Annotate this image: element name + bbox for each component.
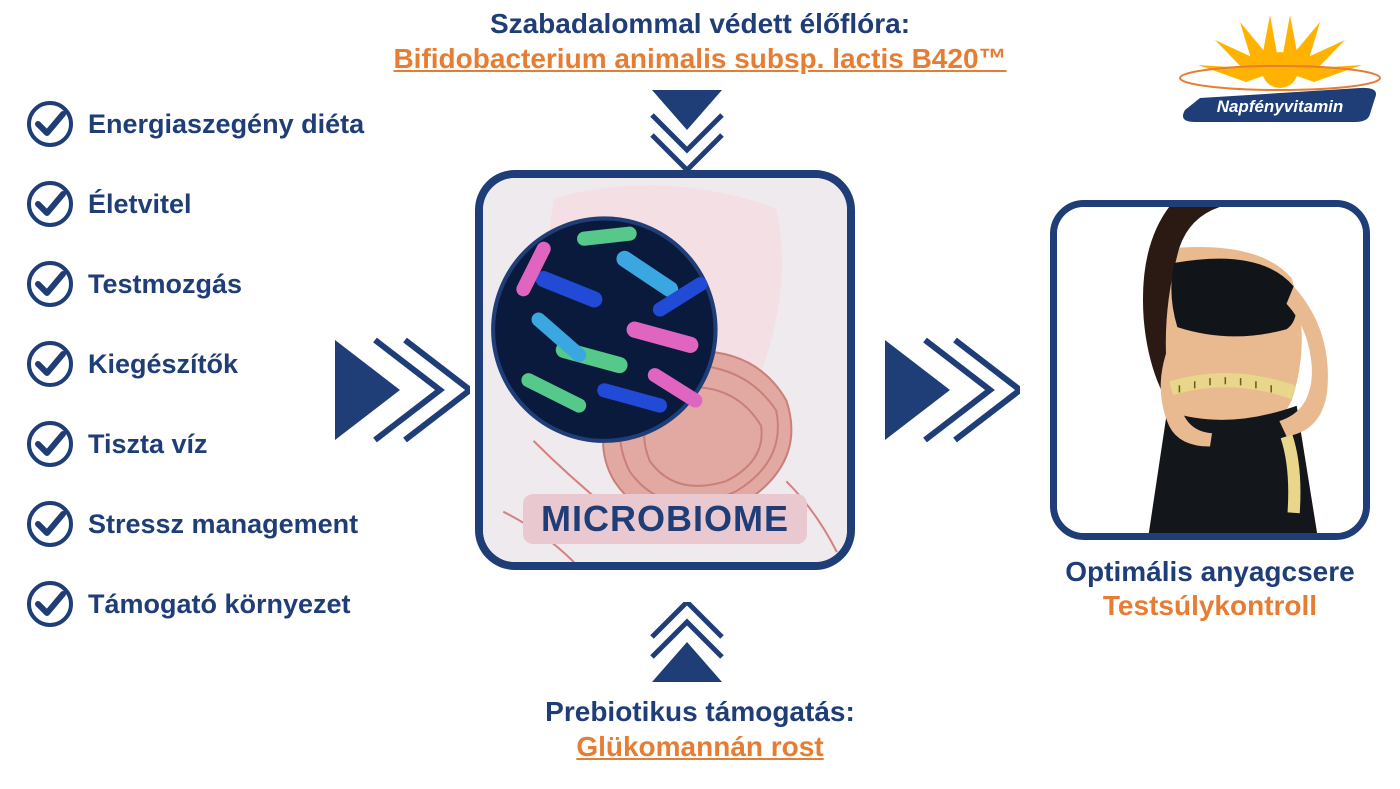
checklist-item-label: Testmozgás (88, 269, 242, 300)
checklist-item: Stressz management (26, 500, 406, 548)
checklist-item-label: Kiegészítők (88, 349, 238, 380)
checklist-item: Támogató környezet (26, 580, 406, 628)
checkmark-circle-icon (26, 420, 74, 468)
checkmark-circle-icon (26, 580, 74, 628)
result-caption: Optimális anyagcsere Testsúlykontroll (1030, 555, 1390, 622)
checklist-item-label: Stressz management (88, 509, 358, 540)
brand-ribbon: Napfényvitamin (1183, 88, 1376, 122)
result-line1: Optimális anyagcsere (1030, 555, 1390, 589)
checkmark-circle-icon (26, 340, 74, 388)
checkmark-circle-icon (26, 500, 74, 548)
arrow-up-icon (647, 602, 727, 692)
sun-rays-icon (1180, 15, 1380, 90)
microbiome-label-text: MICROBIOME (541, 498, 789, 539)
bottom-heading-line1: Prebiotikus támogatás: (0, 694, 1400, 729)
brand-logo-svg: Napfényvitamin (1170, 10, 1390, 130)
microbiome-label: MICROBIOME (523, 494, 807, 544)
checklist-item-label: Életvitel (88, 189, 192, 220)
bottom-heading: Prebiotikus támogatás: Glükomannán rost (0, 694, 1400, 764)
arrow-right-to-center-icon (330, 330, 470, 455)
checklist-item: Testmozgás (26, 260, 406, 308)
checkmark-circle-icon (26, 180, 74, 228)
microbiome-card: MICROBIOME (475, 170, 855, 570)
arrow-down-icon (647, 85, 727, 175)
result-card (1050, 200, 1370, 540)
arrow-right-to-result-icon (880, 330, 1020, 455)
checklist-item-label: Energiaszegény diéta (88, 109, 364, 140)
checklist-item: Életvitel (26, 180, 406, 228)
checklist-item: Energiaszegény diéta (26, 100, 406, 148)
result-illustration (1057, 207, 1363, 533)
checkmark-circle-icon (26, 260, 74, 308)
result-line2: Testsúlykontroll (1030, 589, 1390, 623)
brand-logo: Napfényvitamin (1170, 10, 1390, 135)
checkmark-circle-icon (26, 100, 74, 148)
checklist-item-label: Támogató környezet (88, 589, 351, 620)
bacteria-inset-icon (493, 218, 715, 440)
brand-logo-text: Napfényvitamin (1217, 97, 1344, 116)
checklist-item-label: Tiszta víz (88, 429, 208, 460)
bottom-heading-line2: Glükomannán rost (0, 729, 1400, 764)
